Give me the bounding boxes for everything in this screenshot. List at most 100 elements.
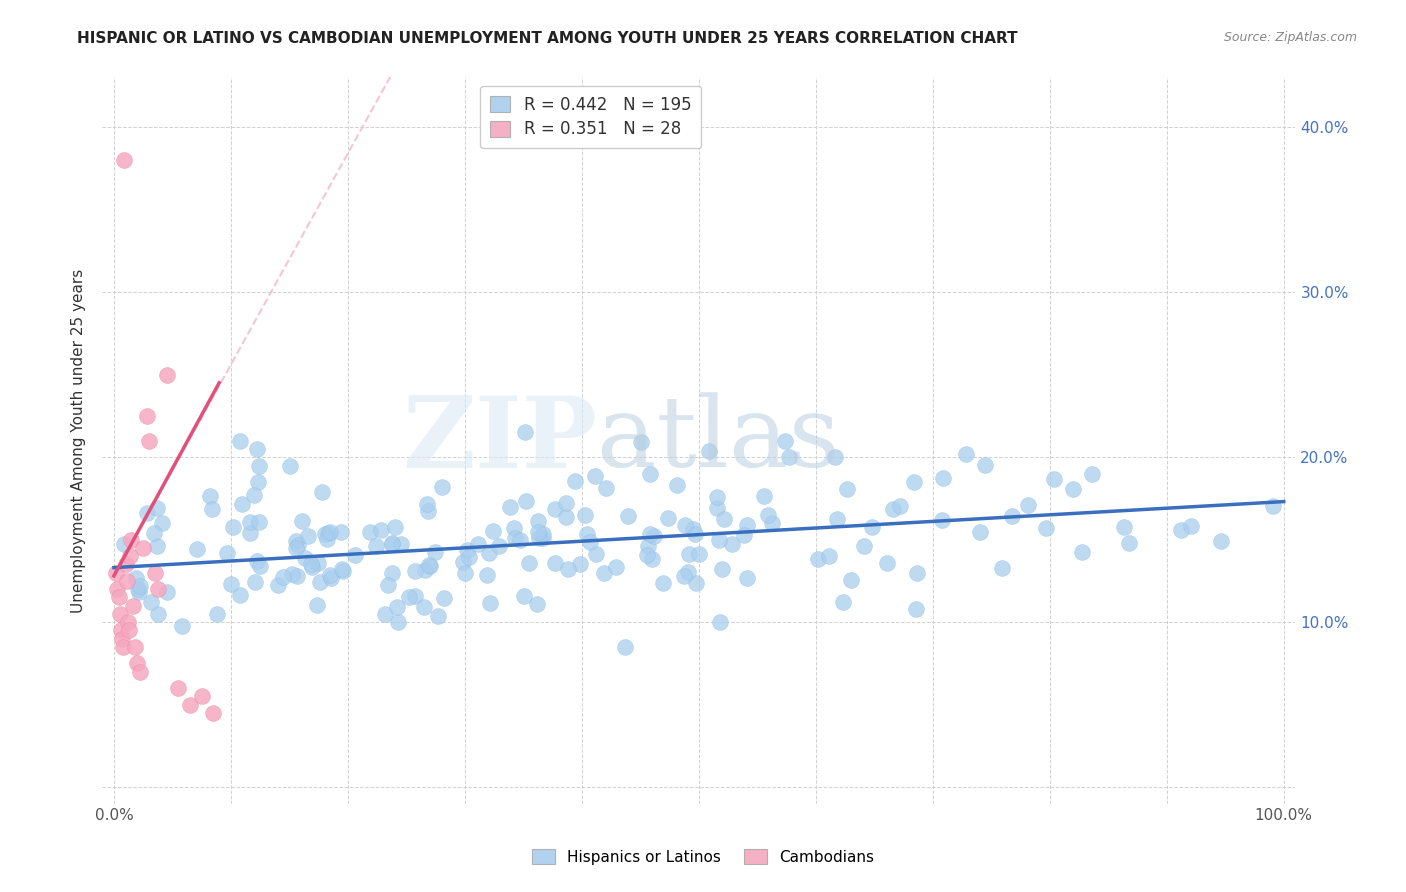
Point [973,458,995,473]
Point [1081,467,1104,482]
Legend: Hispanics or Latinos, Cambodians: Hispanics or Latinos, Cambodians [526,843,880,871]
Point [569,557,592,571]
Point [515,494,537,508]
Point [637,539,659,553]
Point [219,576,242,591]
Point [215,546,238,560]
Point [155,368,177,382]
Point [585,547,607,561]
Point [381,537,404,551]
Point [555,496,578,510]
Point [818,549,841,564]
Point [330,525,353,540]
Point [294,551,316,566]
Point [467,536,489,550]
Point [415,497,437,511]
Point [112,640,135,654]
Point [321,572,343,586]
Point [969,524,991,539]
Point [576,526,599,541]
Point [107,591,129,605]
Point [384,520,406,534]
Point [115,574,138,588]
Point [246,442,269,456]
Point [453,554,475,568]
Point [423,545,446,559]
Text: Source: ZipAtlas.com: Source: ZipAtlas.com [1223,31,1357,45]
Point [678,547,700,561]
Point [889,499,911,513]
Point [636,548,658,562]
Y-axis label: Unemployment Among Youth under 25 years: Unemployment Among Youth under 25 years [72,268,86,613]
Point [499,500,522,515]
Point [200,489,222,503]
Point [543,556,565,570]
Text: atlas: atlas [598,392,841,489]
Point [138,434,160,448]
Point [638,467,661,481]
Point [231,497,253,511]
Point [617,509,640,524]
Point [526,514,548,528]
Point [735,518,758,533]
Point [127,582,149,597]
Point [146,607,169,621]
Point [271,570,294,584]
Point [1170,523,1192,537]
Point [706,490,728,504]
Point [114,153,136,167]
Point [156,585,179,599]
Point [370,524,392,538]
Point [145,500,167,515]
Point [108,607,131,621]
Point [246,475,269,489]
Point [592,566,614,581]
Point [120,533,142,547]
Point [544,502,567,516]
Point [167,681,190,695]
Point [419,558,441,573]
Point [311,485,333,500]
Point [707,533,730,548]
Point [835,482,858,496]
Point [297,529,319,543]
Point [284,534,307,549]
Point [456,542,478,557]
Point [190,690,212,704]
Point [316,526,339,541]
Point [243,487,266,501]
Point [583,469,606,483]
Point [381,566,404,580]
Text: ZIP: ZIP [402,392,598,489]
Point [711,562,734,576]
Point [139,595,162,609]
Point [515,425,537,440]
Point [706,500,728,515]
Point [1062,482,1084,496]
Point [129,579,152,593]
Point [135,506,157,520]
Point [860,519,883,533]
Point [110,624,132,638]
Point [118,624,141,638]
Point [150,516,173,530]
Point [307,556,329,570]
Point [557,561,579,575]
Point [773,434,796,448]
Point [683,526,706,541]
Point [374,607,396,622]
Point [475,567,498,582]
Point [1035,521,1057,535]
Point [904,602,927,616]
Point [319,568,342,582]
Point [287,538,309,552]
Point [640,552,662,566]
Point [479,596,502,610]
Point [517,556,540,570]
Point [186,542,208,557]
Point [172,618,194,632]
Point [709,615,731,629]
Point [478,546,501,560]
Point [778,450,800,464]
Point [932,471,955,485]
